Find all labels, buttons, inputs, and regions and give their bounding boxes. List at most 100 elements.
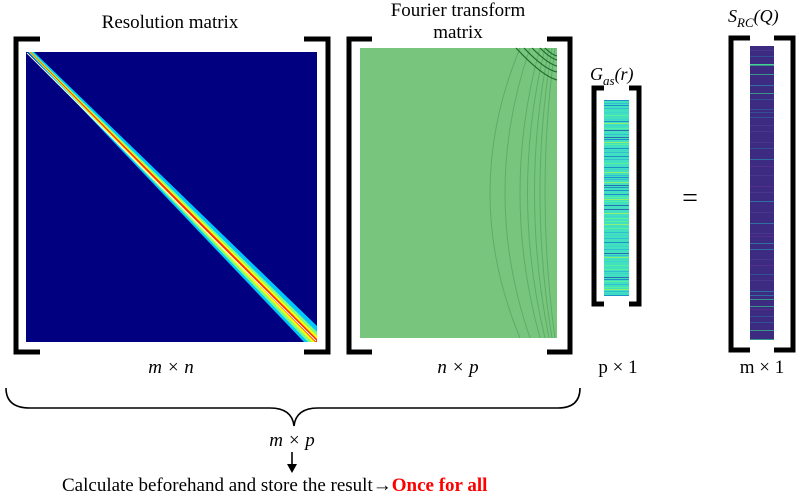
src-vector-stripe [750, 148, 774, 149]
src-vector-stripe [750, 142, 774, 143]
src-vector [750, 46, 774, 340]
gas-vector [604, 100, 629, 296]
gas-vector-stripe [604, 123, 629, 124]
gas-vector-stripe [604, 152, 629, 153]
gas-label-sub: as [603, 73, 615, 88]
gas-vector-stripes [604, 100, 629, 296]
gas-vector-stripe [604, 115, 629, 116]
gas-vector-stripe [604, 228, 629, 229]
gas-vector-stripe [604, 271, 629, 272]
gas-vector-stripe [604, 134, 629, 135]
footer-main: Calculate beforehand and store the resul… [62, 475, 392, 496]
src-vector-stripe [750, 295, 774, 296]
src-vector-stripe [750, 56, 774, 57]
gas-vector-stripe [604, 172, 629, 173]
gas-vector-stripe [604, 218, 629, 219]
gas-vector-stripe [604, 159, 629, 160]
gas-vector-stripe [604, 221, 629, 222]
gas-vector-stripe [604, 201, 629, 202]
gas-vector-stripe [604, 281, 629, 282]
gas-vector-stripe [604, 277, 629, 278]
src-vector-stripe [750, 50, 774, 51]
gas-vector-stripe [604, 269, 629, 270]
fourier-corner-pattern [515, 47, 558, 81]
gas-vector-stripe [604, 255, 629, 256]
src-vector-stripe [750, 131, 774, 132]
src-vector-stripe [750, 274, 774, 275]
gas-vector-stripe [604, 257, 629, 258]
src-vector-stripe [750, 74, 774, 75]
src-vector-stripe [750, 330, 774, 331]
product-curly-brace [5, 387, 581, 427]
footer-highlight: Once for all [392, 475, 488, 496]
gas-dims: p × 1 [598, 357, 637, 378]
src-vector-stripe [750, 299, 774, 300]
src-vector-stripe [750, 125, 774, 126]
gas-vector-stripe [604, 295, 629, 296]
resolution-diagonal-line [26, 52, 317, 342]
fourier-left-bracket [346, 36, 372, 355]
src-dims: m × 1 [740, 357, 785, 378]
src-vector-stripes [750, 50, 774, 340]
gas-vector-stripe [604, 169, 629, 170]
src-vector-stripe [750, 243, 774, 244]
gas-vector-stripe [604, 197, 629, 198]
gas-vector-stripe [604, 213, 629, 214]
gas-vector-stripe [604, 238, 629, 239]
resolution-right-bracket [304, 36, 331, 355]
gas-vector-stripe [604, 261, 629, 262]
gas-vector-stripe [604, 144, 629, 145]
gas-vector-stripe [604, 177, 629, 178]
gas-vector-stripe [604, 163, 629, 164]
gas-vector-stripe [604, 284, 629, 285]
src-vector-stripe [750, 175, 774, 176]
gas-vector-stripe [604, 287, 629, 288]
src-vector-stripe [750, 339, 774, 340]
resolution-dims: m × n [148, 357, 194, 378]
down-arrow-head [287, 464, 297, 473]
fourier-title-line2: matrix [433, 22, 483, 43]
gas-vector-stripe [604, 112, 629, 113]
gas-right-bracket [629, 85, 642, 307]
src-left-bracket [728, 35, 750, 353]
src-vector-stripe [750, 236, 774, 237]
src-vector-stripe [750, 109, 774, 110]
resolution-diagonal-core [30, 52, 317, 342]
product-dims: m × p [269, 430, 315, 451]
src-vector-stripe [750, 233, 774, 234]
gas-label: Gas(r) [590, 64, 634, 88]
gas-vector-stripe [604, 187, 629, 188]
src-vector-stripe [750, 166, 774, 167]
gas-vector-stripe [604, 100, 629, 101]
gas-vector-stripe [604, 279, 629, 280]
src-vector-stripe [750, 259, 774, 260]
gas-vector-stripe [604, 150, 629, 151]
gas-label-base: G [590, 64, 603, 84]
src-vector-stripe [750, 265, 774, 266]
gas-vector-stripe [604, 291, 629, 292]
gas-vector-stripe [604, 105, 629, 106]
gas-vector-stripe [604, 232, 629, 233]
src-vector-stripe [750, 117, 774, 118]
fourier-matrix-background [360, 48, 557, 338]
gas-vector-stripe [604, 249, 629, 250]
gas-vector-stripe [604, 205, 629, 206]
src-vector-stripe [750, 159, 774, 160]
gas-vector-stripe [604, 148, 629, 149]
resolution-matrix [26, 52, 317, 342]
footer-text: Calculate beforehand and store the resul… [62, 475, 487, 496]
src-label-arg: (Q) [754, 6, 779, 27]
src-right-bracket [774, 35, 796, 353]
src-label: SRC(Q) [728, 6, 779, 30]
gas-vector-stripe [604, 235, 629, 236]
gas-vector-stripe [604, 128, 629, 129]
src-vector-stripe [750, 201, 774, 202]
src-vector-stripe [750, 322, 774, 323]
resolution-left-bracket [13, 36, 40, 355]
src-vector-stripe [750, 316, 774, 317]
gas-vector-stripe [604, 199, 629, 200]
gas-vector-stripe [604, 246, 629, 247]
gas-vector-stripe [604, 139, 629, 140]
